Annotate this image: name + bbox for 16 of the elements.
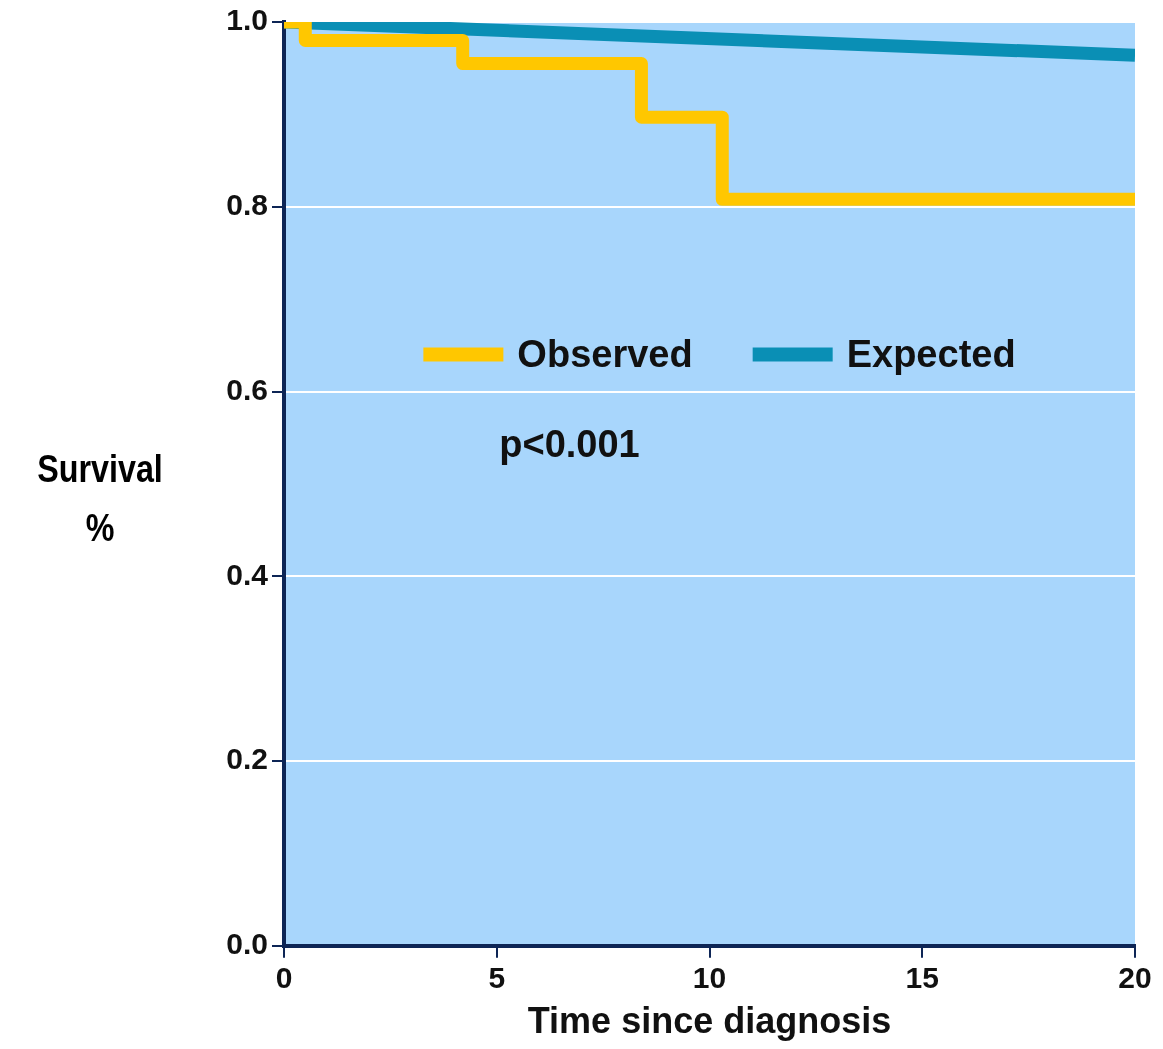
y-tick-label: 0.6 xyxy=(226,372,268,406)
legend-label: Observed xyxy=(517,333,693,376)
y-tick-label: 0.4 xyxy=(226,557,269,591)
y-tick-label: 0.0 xyxy=(226,927,268,961)
y-tick-label: 0.2 xyxy=(226,742,268,776)
legend-label: Expected xyxy=(846,333,1016,376)
annotation: p<0.001 xyxy=(499,423,640,466)
x-tick-label: 0 xyxy=(275,961,293,995)
x-tick-label: 10 xyxy=(692,961,727,995)
y-axis-title: Survival % xyxy=(36,447,164,551)
x-tick-label: 20 xyxy=(1118,961,1152,995)
y-tick-label: 1.0 xyxy=(226,3,268,37)
x-tick-label: 5 xyxy=(488,961,506,995)
x-axis-title: Time since diagnosis xyxy=(527,1000,892,1042)
x-tick-label: 15 xyxy=(905,961,939,995)
y-tick-label: 0.8 xyxy=(226,188,268,222)
